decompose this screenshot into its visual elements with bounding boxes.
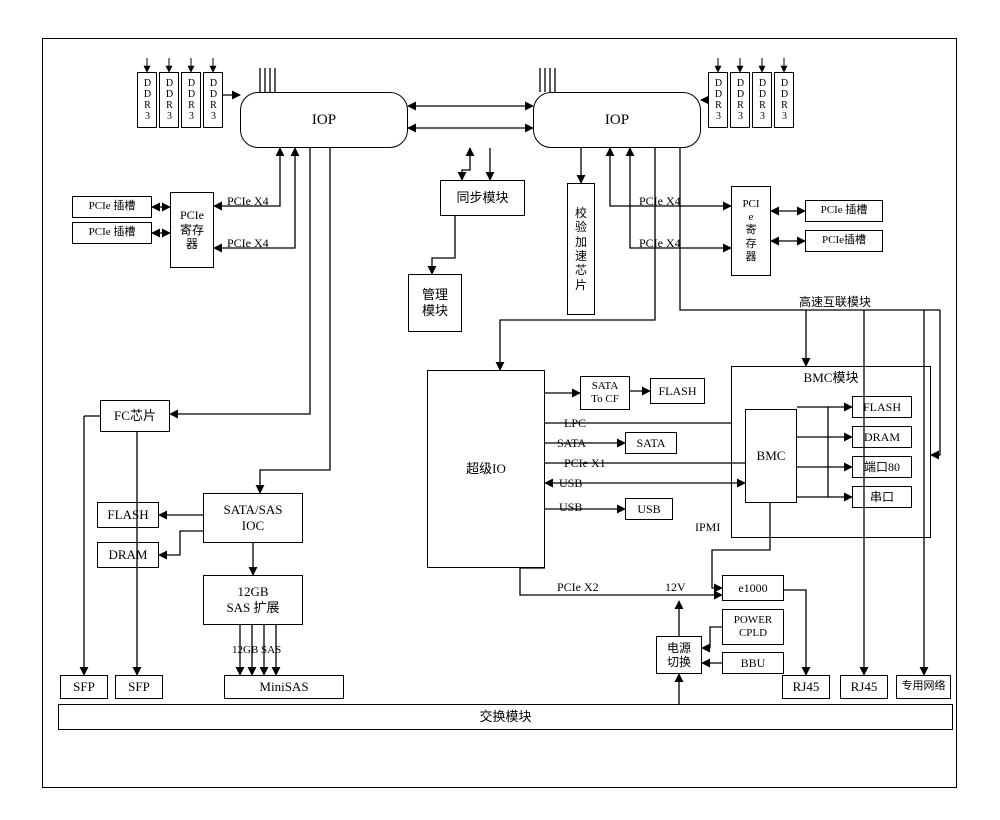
pcie-reg-right: PCI e 寄 存 器 — [731, 186, 771, 276]
ddr3-left-2: DDR3 — [181, 72, 201, 128]
lpc-label: LPC — [563, 416, 587, 431]
sata-sas-ioc: SATA/SAS IOC — [203, 493, 303, 543]
usb-box: USB — [625, 498, 673, 520]
sas-expander: 12GB SAS 扩展 — [203, 575, 303, 625]
verify-accel-chip: 校 验 加 速 芯 片 — [567, 183, 595, 315]
pcie-x2-label: PCIe X2 — [556, 580, 600, 595]
sata-box: SATA — [625, 432, 677, 454]
usb-2-label: USB — [558, 500, 583, 515]
ddr3-right-3: DDR3 — [774, 72, 794, 128]
dram-left: DRAM — [97, 542, 159, 568]
minisas: MiniSAS — [224, 675, 344, 699]
pcie-x4-rb-label: PCIe X4 — [638, 236, 682, 251]
pcie-slot-r2: PCIe插槽 — [805, 230, 883, 252]
bmc-flash: FLASH — [852, 396, 912, 418]
sata-to-cf: SATA To CF — [580, 376, 630, 410]
highspeed-interconnect-label: 高速互联模块 — [798, 293, 872, 310]
ddr3-left-1: DDR3 — [159, 72, 179, 128]
pcie-slot-l2: PCIe 插槽 — [72, 222, 152, 244]
bmc-serial: 串口 — [852, 486, 912, 508]
ddr3-right-1: DDR3 — [730, 72, 750, 128]
sata-line-label: SATA — [556, 436, 587, 451]
iop-left: IOP — [240, 92, 408, 148]
bmc: BMC — [745, 409, 797, 503]
fc-chip: FC芯片 — [100, 400, 170, 432]
12v-label: 12V — [664, 580, 687, 595]
power-cpld: POWER CPLD — [722, 609, 784, 645]
ipmi-label: IPMI — [694, 520, 721, 535]
sfp-1: SFP — [60, 675, 108, 699]
mgmt-module: 管理 模块 — [408, 274, 462, 332]
pcie-x4-lb-label: PCIe X4 — [226, 236, 270, 251]
pcie-x4-lt-label: PCIe X4 — [226, 194, 270, 209]
e1000: e1000 — [722, 575, 784, 601]
rj45-1: RJ45 — [782, 675, 830, 699]
ddr3-left-3: DDR3 — [203, 72, 223, 128]
12gbsas-label: 12GB SAS — [231, 644, 282, 656]
private-net: 专用网络 — [896, 675, 951, 699]
super-io: 超级IO — [427, 370, 545, 568]
ddr3-left-0: DDR3 — [137, 72, 157, 128]
pcie-x1-label: PCIe X1 — [563, 456, 607, 471]
sfp-2: SFP — [115, 675, 163, 699]
exchange-module: 交换模块 — [58, 704, 953, 730]
flash-mid: FLASH — [650, 378, 705, 404]
ddr3-right-2: DDR3 — [752, 72, 772, 128]
ddr3-right-0: DDR3 — [708, 72, 728, 128]
pcie-slot-l1: PCIe 插槽 — [72, 196, 152, 218]
power-switch: 电源 切换 — [656, 636, 702, 674]
bmc-dram: DRAM — [852, 426, 912, 448]
bmc-port80: 端口80 — [852, 456, 912, 478]
bbu: BBU — [722, 652, 784, 674]
flash-left: FLASH — [97, 502, 159, 528]
pcie-x4-rt-label: PCIe X4 — [638, 194, 682, 209]
rj45-2: RJ45 — [840, 675, 888, 699]
pcie-reg-left: PCIe 寄存 器 — [170, 192, 214, 268]
usb-1-label: USB — [558, 476, 583, 491]
sync-module: 同步模块 — [440, 180, 525, 216]
pcie-slot-r1: PCIe 插槽 — [805, 200, 883, 222]
iop-right: IOP — [533, 92, 701, 148]
